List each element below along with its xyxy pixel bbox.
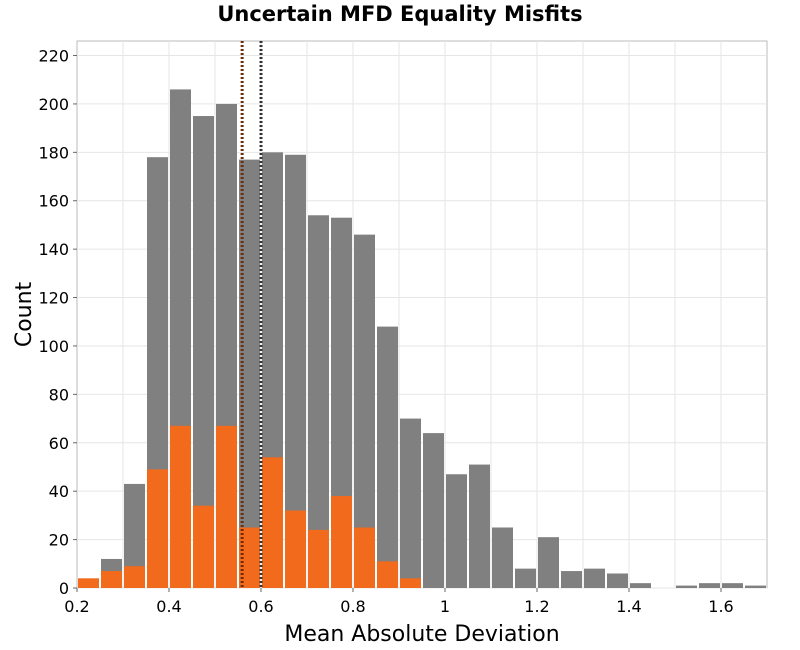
y-axis-label: Count	[12, 281, 37, 347]
bar-total	[400, 418, 421, 588]
bar-total	[722, 583, 743, 588]
bar-total	[239, 159, 260, 588]
bar-total	[515, 568, 536, 588]
x-tick-label: 1	[440, 597, 450, 616]
bar-subset	[147, 469, 168, 588]
y-tick-label: 220	[38, 47, 69, 66]
bar-total	[538, 537, 559, 588]
bar-subset	[377, 561, 398, 588]
bar-subset	[331, 496, 352, 588]
x-axis-label: Mean Absolute Deviation	[284, 622, 559, 647]
bar-subset	[101, 571, 122, 588]
bar-subset	[285, 510, 306, 588]
bar-total	[308, 215, 329, 588]
y-tick-label: 100	[38, 337, 69, 356]
bar-subset	[262, 457, 283, 588]
bar-subset	[308, 529, 329, 588]
bar-subset	[78, 578, 99, 588]
reference-lines	[240, 41, 263, 588]
bar-total	[630, 583, 651, 588]
x-ticks: 0.2 0.4 0.6 0.8 1 1.2 1.4 1.6	[64, 588, 734, 616]
bar-total	[331, 217, 352, 588]
x-tick-label: 1.2	[524, 597, 549, 616]
bar-total	[446, 474, 467, 588]
x-tick-label: 0.4	[156, 597, 181, 616]
bar-total	[745, 585, 766, 588]
bar-subset	[124, 566, 145, 588]
chart-title: Uncertain MFD Equality Misfits	[217, 2, 583, 26]
y-tick-label: 60	[49, 434, 69, 453]
x-tick-label: 1.4	[616, 597, 641, 616]
bar-total	[561, 571, 582, 588]
y-tick-label: 180	[38, 143, 69, 162]
y-tick-label: 0	[59, 579, 69, 598]
bar-subset	[239, 527, 260, 588]
bar-total	[193, 116, 214, 588]
bar-total	[699, 583, 720, 588]
x-tick-label: 1.6	[708, 597, 733, 616]
y-tick-label: 160	[38, 192, 69, 211]
bar-total	[354, 234, 375, 589]
y-tick-label: 20	[49, 531, 69, 550]
y-ticks: 0 20 40 60 80 100 120 140 160 180 200 220	[38, 47, 77, 598]
bar-total	[584, 568, 605, 588]
bars	[78, 89, 766, 589]
y-tick-label: 120	[38, 289, 69, 308]
bar-total	[492, 527, 513, 588]
bar-total	[607, 573, 628, 588]
bar-total	[124, 483, 145, 588]
bar-total	[469, 464, 490, 588]
bar-subset	[170, 425, 191, 588]
x-tick-label: 0.6	[248, 597, 273, 616]
bar-subset	[193, 505, 214, 588]
y-tick-label: 40	[49, 482, 69, 501]
y-tick-label: 140	[38, 240, 69, 259]
bar-total	[423, 433, 444, 588]
bar-total	[676, 585, 697, 588]
bar-subset	[216, 425, 237, 588]
x-tick-label: 0.8	[340, 597, 365, 616]
bar-total	[285, 154, 306, 588]
x-tick-label: 0.2	[64, 597, 89, 616]
y-tick-label: 200	[38, 95, 69, 114]
bar-subset	[354, 527, 375, 588]
y-tick-label: 80	[49, 385, 69, 404]
plot-area	[76, 40, 768, 589]
bar-total	[377, 326, 398, 588]
bar-subset	[400, 578, 421, 588]
